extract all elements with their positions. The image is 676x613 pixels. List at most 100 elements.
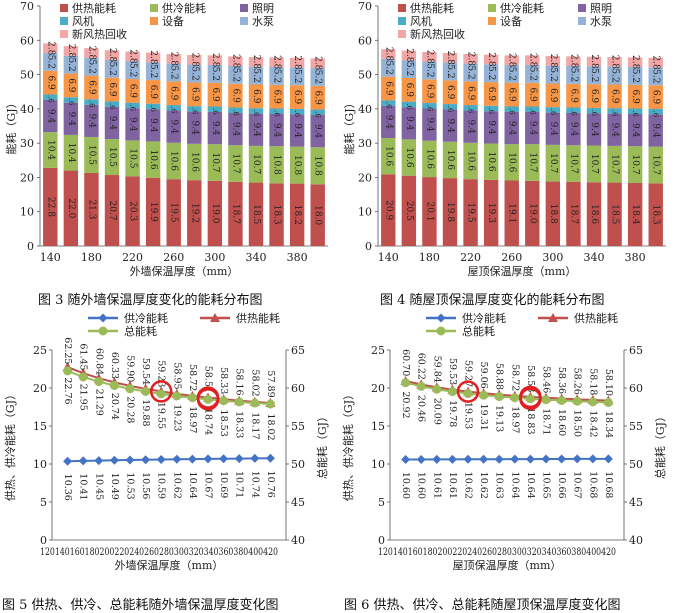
bar-segment <box>545 56 561 66</box>
data-label: 21.95 <box>78 384 89 411</box>
legend-swatch <box>578 4 586 12</box>
legend-label: 供冷能耗 <box>162 1 206 15</box>
data-label: 19.23 <box>171 404 182 431</box>
bar-data-label: 6.9 <box>292 90 302 105</box>
bar-segment <box>145 62 161 81</box>
legend-marker <box>98 313 108 323</box>
bar-segment <box>648 146 663 184</box>
bar-data-label: 9.4 <box>148 118 158 133</box>
y-tick-label: 70 <box>20 0 34 13</box>
legend-label: 总能耗 <box>124 324 157 338</box>
bar-data-label: 1.6 <box>631 106 639 118</box>
bar-data-label: 9.4 <box>251 123 261 138</box>
legend-swatch <box>60 4 68 12</box>
legend-swatch <box>398 30 406 38</box>
bar-data-label: 10.6 <box>189 152 199 172</box>
bar-segment <box>566 181 581 246</box>
bar-segment <box>607 66 622 85</box>
bar-segment <box>104 77 120 102</box>
bar-segment <box>84 136 99 173</box>
bar-segment <box>104 101 120 107</box>
data-point <box>234 397 244 407</box>
bar-segment <box>289 67 305 86</box>
x-tick-label: 220 <box>460 251 481 264</box>
bar-data-label: 19.9 <box>148 202 158 222</box>
bar-segment <box>381 49 396 59</box>
bar-data-label: 6.9 <box>169 86 179 101</box>
bar-segment <box>228 83 243 108</box>
data-label: 18.97 <box>509 406 520 433</box>
bar-segment <box>401 60 417 78</box>
data-label: 18.02 <box>265 413 276 440</box>
bar-segment <box>269 146 284 184</box>
bar-data-label: 6.9 <box>86 80 96 95</box>
bar-segment <box>166 54 181 64</box>
data-label: 58.72 <box>187 364 198 391</box>
bar-data-label: 18.7 <box>230 204 240 224</box>
data-label: 19.53 <box>463 402 474 429</box>
bar-data-label: 6.9 <box>630 90 640 105</box>
x-tick-label: 360 <box>219 547 234 558</box>
data-label: 10.45 <box>93 473 104 500</box>
bar-segment <box>607 145 622 183</box>
bar-segment <box>207 111 223 145</box>
bar-data-label: 22.0 <box>66 198 76 218</box>
data-point <box>603 397 613 407</box>
data-point <box>141 386 151 396</box>
bar-data-label: 1.6 <box>425 100 433 112</box>
x-tick-label: 420 <box>263 547 278 558</box>
bar-data-label: 2.8 <box>507 53 517 68</box>
bar-segment <box>104 50 120 60</box>
y-tick-label-right: 65 <box>629 344 643 357</box>
bar-segment <box>381 174 396 246</box>
bar-data-label: 6.9 <box>589 89 599 104</box>
bar-data-label: 9.4 <box>272 123 282 138</box>
bar-data-label: 6.9 <box>128 84 138 99</box>
data-point <box>219 396 229 406</box>
x-tick-label: 260 <box>501 251 522 264</box>
bar-segment <box>63 170 79 246</box>
bar-segment <box>289 85 305 109</box>
bar-data-label: 18.8 <box>548 204 558 224</box>
bar-segment <box>525 180 540 246</box>
bar-segment <box>248 182 264 246</box>
y-tick-label: 10 <box>358 206 372 219</box>
bar-segment <box>648 183 663 246</box>
bar-segment <box>607 84 622 109</box>
y-axis-label: 能耗（GJ） <box>342 97 356 154</box>
data-point <box>203 394 213 404</box>
bar-data-label: 5.2 <box>189 66 199 80</box>
bar-segment <box>248 145 264 183</box>
data-label: 62.25 <box>62 337 73 364</box>
y-tick-label-right: 45 <box>291 496 305 509</box>
bar-data-label: 6.9 <box>466 86 476 101</box>
bar-data-label: 9.4 <box>292 123 302 138</box>
stacked-bar-chart-roof: 010203040506070能耗（GJ）20.910.69.41.66.95.… <box>342 0 666 278</box>
bar-data-label: 5.2 <box>651 69 661 83</box>
bar-segment <box>504 55 519 65</box>
bar-data-label: 2.8 <box>466 52 476 67</box>
bar-segment <box>525 55 540 65</box>
bar-segment <box>463 63 478 82</box>
data-point <box>141 455 151 465</box>
bar-segment <box>525 144 540 181</box>
data-label: 10.62 <box>463 472 474 499</box>
bar-data-label: 2.8 <box>107 48 117 63</box>
bar-data-label: 2.8 <box>404 48 414 63</box>
bar-segment <box>248 66 264 85</box>
legend-label: 水泵 <box>252 15 274 28</box>
bar-segment <box>43 94 58 100</box>
bar-segment <box>104 139 120 176</box>
x-tick-label: 180 <box>423 547 438 558</box>
x-tick-label: 260 <box>144 547 159 558</box>
bar-data-label: 10.7 <box>568 154 578 174</box>
bar-segment <box>566 145 581 182</box>
bar-data-label: 18.6 <box>589 204 599 224</box>
bar-segment <box>401 107 417 140</box>
bar-segment <box>84 48 99 58</box>
bar-data-label: 18.7 <box>568 204 578 224</box>
data-point <box>109 455 119 465</box>
bar-segment <box>310 68 325 86</box>
bar-data-label: 9.4 <box>548 122 558 137</box>
bar-data-label: 6.9 <box>610 89 620 104</box>
